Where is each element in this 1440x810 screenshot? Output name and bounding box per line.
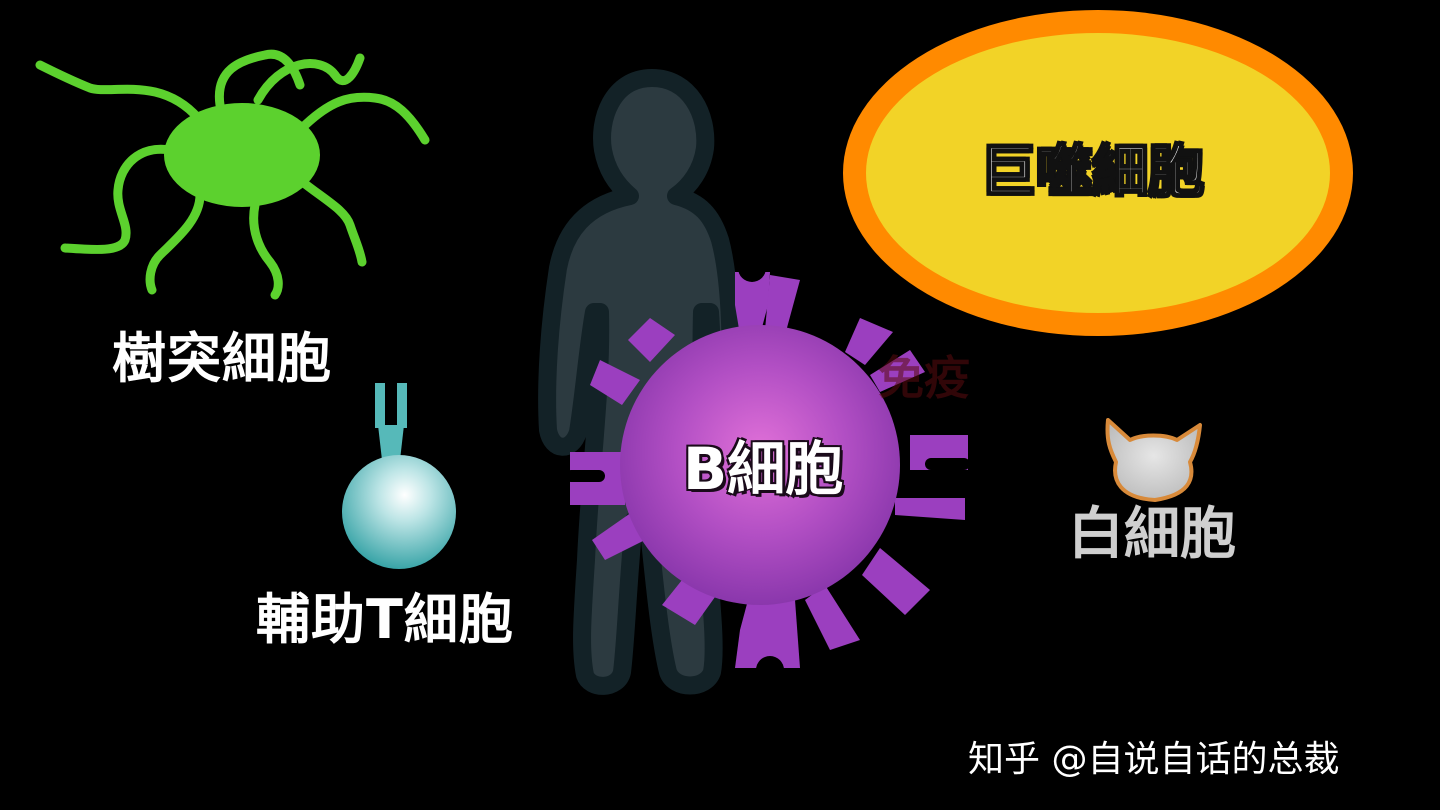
macrophage-label: 巨噬細胞 — [979, 140, 1205, 205]
helper-t-cell-label: 輔助T細胞 — [256, 588, 514, 651]
background-text: 免疫 — [878, 351, 970, 405]
white-blood-cell-cat-icon — [1105, 418, 1202, 502]
helper-t-cell-icon — [342, 383, 456, 569]
b-cell-icon — [570, 272, 968, 668]
b-cell-notches — [565, 254, 970, 684]
b-cell-label: B細胞 — [683, 435, 844, 503]
white-blood-cell-label: 白細胞 — [1068, 502, 1236, 567]
macrophage-icon — [843, 10, 1353, 336]
dendritic-cell-label: 樹突細胞 — [112, 327, 332, 390]
watermark: 知乎 @自说自话的总裁 — [968, 739, 1340, 780]
dendritic-cell-icon — [35, 49, 430, 300]
